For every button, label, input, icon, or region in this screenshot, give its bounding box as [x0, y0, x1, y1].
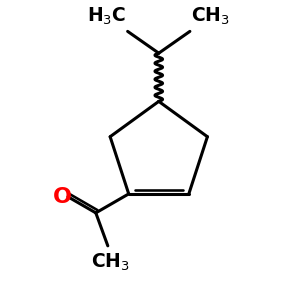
- Text: H$_3$C: H$_3$C: [87, 6, 126, 27]
- Text: CH$_3$: CH$_3$: [191, 6, 230, 27]
- Text: CH$_3$: CH$_3$: [91, 252, 130, 273]
- Text: O: O: [53, 187, 72, 207]
